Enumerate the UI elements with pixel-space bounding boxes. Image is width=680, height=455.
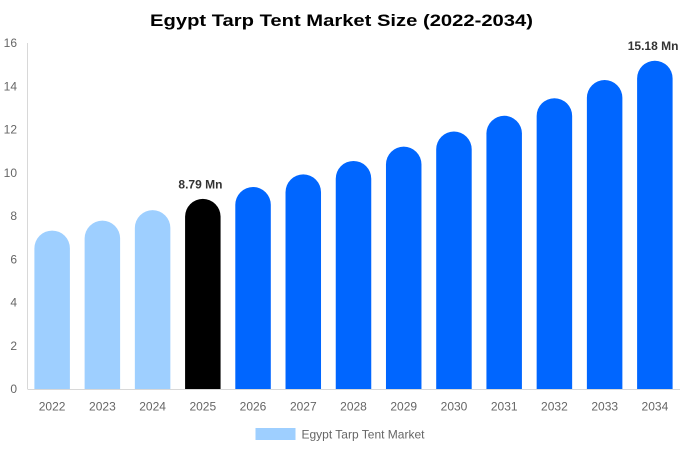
svg-text:2022: 2022 <box>39 399 66 413</box>
svg-text:Egypt Tarp Tent Market Size (2: Egypt Tarp Tent Market Size (2022-2034) <box>150 11 533 30</box>
svg-text:2032: 2032 <box>541 399 568 413</box>
svg-text:8: 8 <box>10 209 17 223</box>
svg-text:12: 12 <box>4 123 18 137</box>
svg-text:2033: 2033 <box>591 399 618 413</box>
svg-text:2026: 2026 <box>240 399 267 413</box>
svg-text:2: 2 <box>10 339 17 353</box>
svg-text:2023: 2023 <box>89 399 116 413</box>
svg-text:2025: 2025 <box>189 399 216 413</box>
svg-text:Egypt Tarp Tent Market: Egypt Tarp Tent Market <box>302 427 426 441</box>
svg-text:2027: 2027 <box>290 399 317 413</box>
svg-text:4: 4 <box>10 296 17 310</box>
svg-text:2028: 2028 <box>340 399 367 413</box>
svg-text:2034: 2034 <box>642 399 669 413</box>
svg-text:15.18 Mn: 15.18 Mn <box>628 39 679 53</box>
svg-text:2031: 2031 <box>491 399 518 413</box>
svg-text:2029: 2029 <box>390 399 417 413</box>
svg-text:8.79 Mn: 8.79 Mn <box>178 177 222 191</box>
svg-text:14: 14 <box>4 80 18 94</box>
svg-text:2024: 2024 <box>139 399 166 413</box>
svg-text:6: 6 <box>10 253 17 267</box>
svg-text:0: 0 <box>10 382 17 396</box>
svg-text:16: 16 <box>4 36 18 50</box>
svg-text:2030: 2030 <box>441 399 468 413</box>
svg-text:10: 10 <box>4 166 18 180</box>
